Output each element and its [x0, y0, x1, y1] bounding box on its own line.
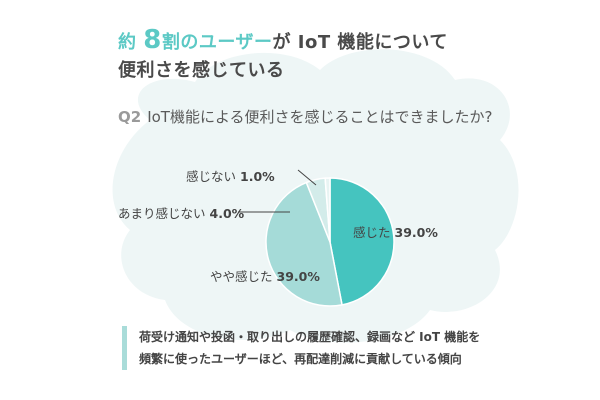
- summary-note: 荷受け通知や投函・取り出しの履歴確認、録画など IoT 機能を 頻繁に使ったユー…: [122, 326, 480, 370]
- headline-number: 8: [143, 25, 162, 55]
- slice-value: 39.0%: [394, 225, 438, 240]
- slice-value: 1.0%: [240, 169, 275, 184]
- slice-value: 39.0%: [276, 269, 320, 284]
- note-line-1: 荷受け通知や投函・取り出しの履歴確認、録画など IoT 機能を: [139, 330, 481, 344]
- question-text: IoT機能による便利さを感じることはできましたか?: [147, 108, 493, 126]
- headline-line-1: 約 8割のユーザーが IoT 機能について: [118, 26, 448, 57]
- slice-label-amari-kanjinai: あまり感じない 4.0%: [118, 203, 244, 222]
- question-number: Q2: [118, 108, 142, 126]
- slice-name: あまり感じない: [118, 206, 206, 221]
- slice-name: やや感じた: [210, 269, 273, 284]
- pie-slice-kanjita: [329, 177, 395, 306]
- leader-line-kanjinai: [297, 169, 317, 186]
- headline-suffix: が IoT 機能について: [272, 32, 448, 53]
- question: Q2 IoT機能による便利さを感じることはできましたか?: [118, 106, 492, 127]
- pie-slice-kanjinai: [324, 177, 331, 243]
- pie-slice-yaya-kanjita: [265, 181, 343, 307]
- slice-label-kanjinai: 感じない 1.0%: [186, 166, 275, 185]
- slice-name: 感じない: [186, 169, 237, 184]
- slice-name: 感じた: [353, 225, 391, 240]
- slice-label-kanjita: 感じた 39.0%: [353, 222, 438, 241]
- headline-line-2: 便利さを感じている: [118, 60, 285, 81]
- headline-prefix: 約: [118, 32, 137, 53]
- headline-mid: 割のユーザー: [161, 32, 273, 53]
- slice-label-yaya-kanjita: やや感じた 39.0%: [210, 266, 320, 285]
- slice-value: 4.0%: [209, 206, 245, 221]
- note-line-2: 頻繁に使ったユーザーほど、再配達削減に貢献している傾向: [139, 352, 462, 366]
- headline: 約 8割のユーザーが IoT 機能について 便利さを感じている: [118, 26, 448, 85]
